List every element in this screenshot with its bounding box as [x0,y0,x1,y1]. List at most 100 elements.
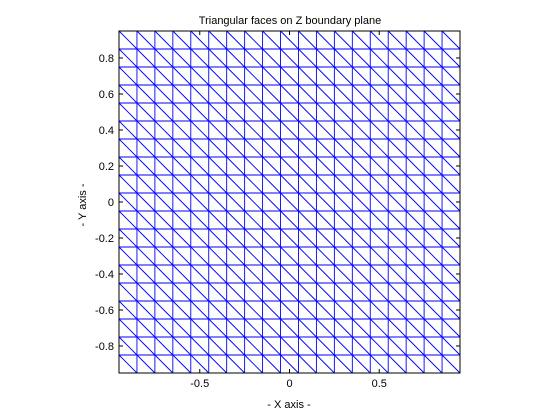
mesh-diagonal-edge [405,228,425,248]
mesh-diagonal-edge [423,354,443,374]
mesh-diagonal-edge [369,336,389,356]
mesh-diagonal-edge [172,228,192,248]
mesh-diagonal-edge [352,120,371,140]
mesh-diagonal-edge [136,354,156,374]
mesh-diagonal-edge [441,174,461,194]
mesh-diagonal-edge [423,138,443,158]
mesh-diagonal-edge [118,156,138,176]
mesh-diagonal-edge [280,102,299,122]
mesh-diagonal-edge [423,264,443,284]
mesh-diagonal-edge [334,246,353,266]
mesh-diagonal-edge [280,192,299,212]
mesh-diagonal-edge [172,174,192,194]
mesh-diagonal-edge [190,282,210,302]
mesh-diagonal-edge [208,66,227,86]
y-tick-label: -0.4 [95,269,114,281]
mesh-diagonal-edge [316,210,335,230]
mesh-diagonal-edge [280,264,299,284]
mesh-diagonal-edge [298,84,317,104]
mesh-diagonal-edge [423,102,443,122]
mesh-diagonal-edge [369,102,389,122]
mesh-diagonal-edge [298,228,317,248]
mesh-diagonal-edge [298,192,317,212]
mesh-diagonal-edge [316,66,335,86]
mesh-diagonal-edge [226,30,245,50]
mesh-diagonal-edge [172,354,192,374]
mesh-diagonal-edge [334,120,353,140]
mesh-diagonal-edge [172,120,192,140]
mesh-diagonal-edge [423,66,443,86]
mesh-diagonal-edge [226,264,245,284]
mesh-diagonal-edge [136,210,156,230]
mesh-diagonal-edge [262,210,281,230]
mesh-diagonal-edge [154,30,174,50]
mesh-diagonal-edge [352,48,371,68]
mesh-diagonal-edge [262,120,281,140]
y-axis-label: - Y axis - [77,183,89,226]
mesh-diagonal-edge [154,282,174,302]
mesh-diagonal-edge [154,102,174,122]
mesh-diagonal-edge [208,192,227,212]
mesh-diagonal-edge [118,246,138,266]
mesh-diagonal-edge [423,120,443,140]
mesh-diagonal-edge [154,84,174,104]
mesh-diagonal-edge [226,66,245,86]
mesh-diagonal-edge [190,174,210,194]
mesh-diagonal-edge [298,246,317,266]
mesh-diagonal-edge [441,264,461,284]
mesh-diagonal-edge [316,336,335,356]
mesh-diagonal-edge [172,210,192,230]
mesh-diagonal-edge [244,66,263,86]
chart-title: Triangular faces on Z boundary plane [199,15,381,27]
mesh-diagonal-edge [334,210,353,230]
mesh-diagonal-edge [298,48,317,68]
mesh-diagonal-edge [172,84,192,104]
y-tick-label: 0 [108,197,114,209]
mesh-diagonal-edge [298,102,317,122]
mesh-diagonal-edge [244,210,263,230]
mesh-diagonal-edge [172,48,192,68]
mesh-diagonal-edge [387,264,407,284]
mesh-diagonal-edge [136,66,156,86]
mesh-diagonal-edge [369,48,389,68]
mesh-diagonal-edge [136,300,156,320]
mesh-diagonal-edge [352,138,371,158]
y-tick-label: -0.6 [95,305,114,317]
mesh-diagonal-edge [280,246,299,266]
mesh-diagonal-edge [334,48,353,68]
mesh-diagonal-edge [172,102,192,122]
mesh-diagonal-edge [208,336,227,356]
mesh-diagonal-edge [369,210,389,230]
mesh-diagonal-edge [334,66,353,86]
mesh-diagonal-edge [280,156,299,176]
mesh-diagonal-edge [387,354,407,374]
mesh-diagonal-edge [387,282,407,302]
mesh-diagonal-edge [387,318,407,338]
mesh-diagonal-edge [262,354,281,374]
mesh-diagonal-edge [405,354,425,374]
mesh-diagonal-edge [172,300,192,320]
mesh-diagonal-edge [316,102,335,122]
mesh-diagonal-edge [172,282,192,302]
mesh-diagonal-edge [387,336,407,356]
mesh-diagonal-edge [244,30,263,50]
mesh-diagonal-edge [226,174,245,194]
mesh-diagonal-edge [405,102,425,122]
mesh-diagonal-edge [136,48,156,68]
mesh-diagonal-edge [369,156,389,176]
mesh-diagonal-edge [208,48,227,68]
mesh-diagonal-edge [405,318,425,338]
mesh-diagonal-edge [280,300,299,320]
mesh-diagonal-edge [208,264,227,284]
mesh-diagonal-edge [244,264,263,284]
mesh-diagonal-edge [441,210,461,230]
mesh-diagonal-edge [190,48,210,68]
mesh-diagonal-edge [136,336,156,356]
mesh-diagonal-edge [208,228,227,248]
mesh-diagonal-edge [226,156,245,176]
mesh-diagonal-edge [262,30,281,50]
mesh-diagonal-edge [136,84,156,104]
mesh-diagonal-edge [298,318,317,338]
mesh-diagonal-edge [262,246,281,266]
mesh-diagonal-edge [136,102,156,122]
